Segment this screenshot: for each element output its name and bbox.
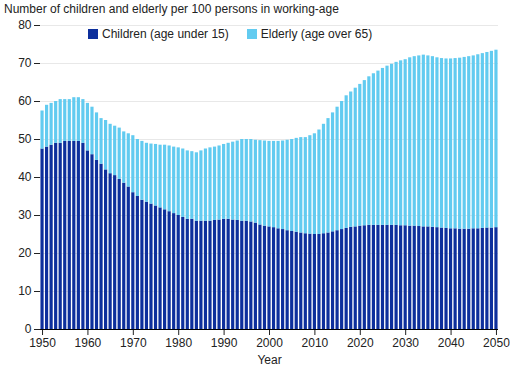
svg-text:2050: 2050 — [483, 336, 510, 350]
svg-text:0: 0 — [25, 322, 32, 336]
svg-text:Year: Year — [257, 353, 281, 367]
svg-text:2040: 2040 — [438, 336, 465, 350]
svg-text:20: 20 — [18, 246, 32, 260]
svg-text:1990: 1990 — [211, 336, 238, 350]
svg-text:70: 70 — [18, 56, 32, 70]
svg-text:1970: 1970 — [120, 336, 147, 350]
svg-text:2020: 2020 — [347, 336, 374, 350]
svg-text:40: 40 — [18, 170, 32, 184]
svg-text:60: 60 — [18, 94, 32, 108]
svg-text:80: 80 — [18, 18, 32, 32]
svg-text:2010: 2010 — [302, 336, 329, 350]
svg-text:1960: 1960 — [75, 336, 102, 350]
html-text:Elderly (age over 65): Elderly (age over 65) — [260, 27, 373, 41]
svg-text:10: 10 — [18, 284, 32, 298]
html-text:Children (age under 15): Children (age under 15) — [102, 27, 229, 41]
svg-text:2000: 2000 — [256, 336, 283, 350]
svg-text:1980: 1980 — [165, 336, 192, 350]
html-text:Number of children and elderly: Number of children and elderly per 100 p… — [4, 2, 339, 16]
svg-text:50: 50 — [18, 132, 32, 146]
svg-text:2030: 2030 — [392, 336, 419, 350]
svg-text:1950: 1950 — [29, 336, 56, 350]
svg-text:30: 30 — [18, 208, 32, 222]
